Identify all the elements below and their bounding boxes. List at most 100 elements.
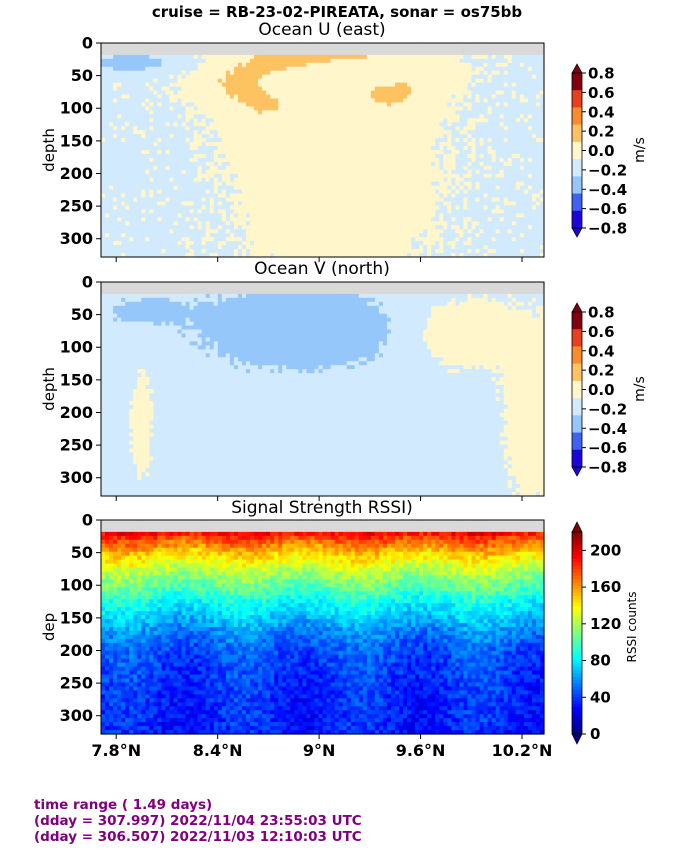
heatmap-cell xyxy=(310,86,316,92)
heatmap-cell xyxy=(274,142,279,147)
heatmap-cell xyxy=(161,70,167,76)
heatmap-cell xyxy=(282,78,287,84)
heatmap-cell xyxy=(117,102,122,107)
heatmap-cell xyxy=(306,94,312,100)
heatmap-cell xyxy=(105,94,110,100)
heatmap-cell xyxy=(471,157,477,163)
heatmap-cell xyxy=(374,118,380,123)
heatmap-cell xyxy=(386,74,392,80)
heatmap-cell xyxy=(439,122,444,127)
heatmap-cell xyxy=(282,66,287,72)
heatmap-cell xyxy=(475,209,481,214)
heatmap-cell xyxy=(241,181,247,187)
heatmap-cell xyxy=(173,46,179,52)
heatmap-cell xyxy=(157,98,163,104)
heatmap-cell xyxy=(511,122,517,127)
heatmap-cell xyxy=(157,86,163,92)
heatmap-cell xyxy=(362,54,368,60)
heatmap-cell xyxy=(189,106,195,111)
heatmap-cell xyxy=(229,66,235,72)
heatmap-cell xyxy=(334,177,340,183)
heatmap-cell xyxy=(366,197,372,203)
heatmap-cell xyxy=(314,165,320,171)
heatmap-cell xyxy=(354,165,360,171)
heatmap-cell xyxy=(475,66,481,72)
heatmap-cell xyxy=(109,181,114,187)
heatmap-cell xyxy=(519,173,525,179)
heatmap-cell xyxy=(181,62,187,68)
heatmap-cell xyxy=(386,142,392,147)
heatmap-cell xyxy=(322,213,328,218)
heatmap-cell xyxy=(419,90,424,96)
heatmap-cell xyxy=(250,146,255,151)
heatmap-cell xyxy=(467,74,473,80)
heatmap-cell xyxy=(322,189,328,195)
heatmap-cell xyxy=(358,169,364,175)
heatmap-cell xyxy=(254,189,259,195)
heatmap-cell xyxy=(507,150,513,155)
heatmap-cell xyxy=(455,126,461,131)
heatmap-cell xyxy=(197,193,203,199)
heatmap-cell xyxy=(274,185,279,191)
heatmap-cell xyxy=(415,126,420,131)
heatmap-cell xyxy=(217,181,223,187)
heatmap-cell xyxy=(105,146,110,151)
heatmap-cell xyxy=(467,43,473,48)
heatmap-cell xyxy=(121,221,126,226)
heatmap-cell xyxy=(270,189,275,195)
heatmap-cell xyxy=(270,86,275,92)
heatmap-cell xyxy=(121,86,126,92)
heatmap-cell xyxy=(415,217,420,222)
heatmap-cell xyxy=(338,118,344,123)
heatmap-cell xyxy=(495,50,501,56)
heatmap-cell xyxy=(105,150,110,155)
heatmap-cell xyxy=(354,98,360,104)
heatmap-cell xyxy=(286,74,291,80)
heatmap-cell xyxy=(181,173,187,179)
heatmap-cell xyxy=(515,50,521,56)
heatmap-cell xyxy=(370,173,376,179)
heatmap-cell xyxy=(362,106,368,111)
heatmap-cell xyxy=(250,205,255,211)
heatmap-cell xyxy=(310,161,316,167)
heatmap-cell xyxy=(286,70,291,76)
heatmap-cell xyxy=(495,173,501,179)
heatmap-cell xyxy=(539,193,545,199)
heatmap-cell xyxy=(519,62,525,68)
heatmap-cell xyxy=(141,78,146,84)
heatmap-cell xyxy=(455,66,461,72)
heatmap-cell xyxy=(237,98,243,104)
heatmap-cell xyxy=(125,150,130,155)
heatmap-cell xyxy=(483,169,489,175)
heatmap-cell xyxy=(382,62,388,68)
heatmap-cell xyxy=(471,126,477,131)
heatmap-cell xyxy=(527,189,533,195)
heatmap-cell xyxy=(326,110,332,115)
heatmap-cell xyxy=(241,78,247,84)
heatmap-cell xyxy=(394,142,400,147)
heatmap-cell xyxy=(189,153,195,159)
heatmap-cell xyxy=(201,114,207,119)
heatmap-cell xyxy=(274,146,279,151)
heatmap-cell xyxy=(346,66,352,72)
heatmap-cell xyxy=(250,165,255,171)
heatmap-cell xyxy=(161,43,167,48)
heatmap-cell xyxy=(225,138,231,143)
heatmap-cell xyxy=(258,181,263,187)
heatmap-cell xyxy=(358,150,364,155)
heatmap-cell xyxy=(431,213,436,218)
heatmap-cell xyxy=(121,110,126,115)
heatmap-cell xyxy=(527,114,533,119)
heatmap-cell xyxy=(241,197,247,203)
heatmap-cell xyxy=(233,165,239,171)
heatmap-cell xyxy=(149,213,154,218)
heatmap-cell xyxy=(390,189,396,195)
heatmap-cell xyxy=(197,146,203,151)
heatmap-cell xyxy=(201,130,207,135)
heatmap-cell xyxy=(113,66,118,72)
heatmap-cell xyxy=(539,189,545,195)
heatmap-cell xyxy=(358,86,364,92)
heatmap-cell xyxy=(411,173,416,179)
heatmap-cell xyxy=(407,130,412,135)
heatmap-cell xyxy=(262,58,267,64)
